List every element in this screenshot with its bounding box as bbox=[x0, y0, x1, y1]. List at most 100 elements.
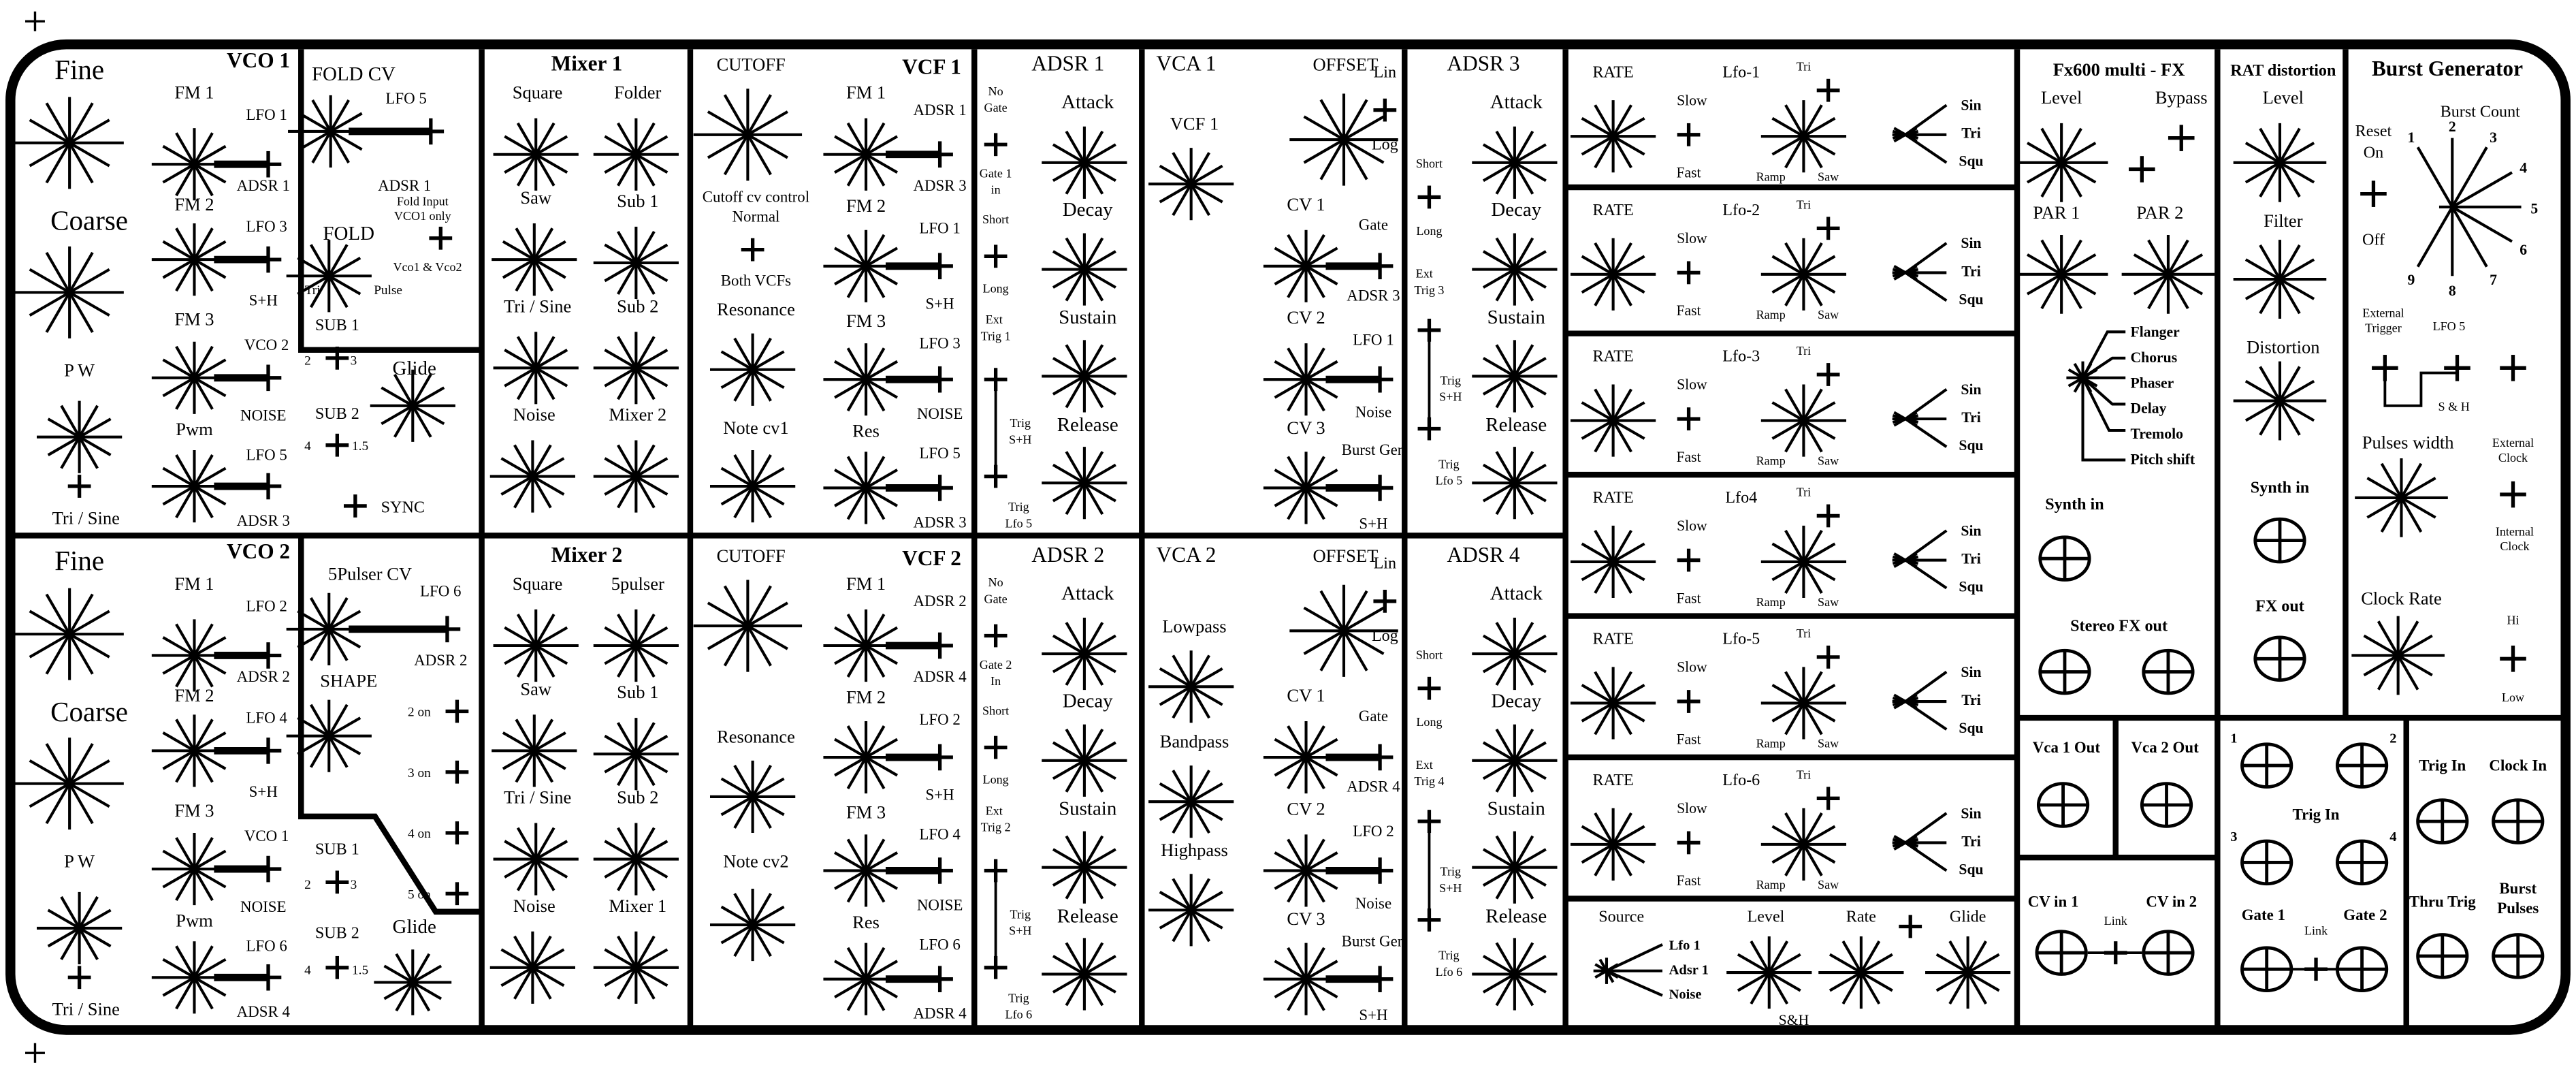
burst-thru-trig-jack[interactable] bbox=[2416, 933, 2469, 979]
fx600-par2-knob[interactable] bbox=[2121, 234, 2215, 314]
lfo-5-wave-selector[interactable] bbox=[1892, 670, 1948, 731]
mixer1-channel-4-knob[interactable] bbox=[593, 226, 679, 300]
vco2-fm1-knob[interactable] bbox=[151, 619, 238, 692]
lfo-5-shape-knob[interactable] bbox=[1760, 667, 1847, 740]
lfo-2-shape-knob[interactable] bbox=[1760, 238, 1847, 311]
cv-link-switch[interactable] bbox=[2104, 941, 2127, 964]
burst-lfo5-sh-switch[interactable] bbox=[2444, 355, 2470, 381]
vco1-fold-input-switch[interactable] bbox=[429, 226, 453, 250]
lfo-3-wave-selector[interactable] bbox=[1892, 388, 1948, 448]
fx600-out-left-jack[interactable] bbox=[2038, 648, 2091, 695]
mixer2-channel-4-knob[interactable] bbox=[593, 718, 679, 791]
mixer1-channel-7-knob[interactable] bbox=[489, 440, 576, 513]
lfo-3-shape-knob[interactable] bbox=[1760, 384, 1847, 457]
vcf2-fm3-knob[interactable] bbox=[823, 834, 909, 907]
adsr2-trig-sh-switch[interactable] bbox=[984, 859, 1008, 883]
sh-source-selector[interactable] bbox=[1593, 943, 1663, 997]
vcf1-fm3-knob[interactable] bbox=[823, 343, 909, 416]
lfo-1-slow-fast-switch[interactable] bbox=[1677, 123, 1701, 146]
vcf-cv-control-switch[interactable] bbox=[741, 238, 764, 262]
adsr4-trig-sh-switch[interactable] bbox=[1417, 810, 1441, 833]
vca2-bandpass-knob[interactable] bbox=[1148, 765, 1234, 838]
vco2-sub1-switch[interactable] bbox=[325, 870, 349, 894]
vcf1-fm1-attenuator-switch[interactable] bbox=[927, 141, 953, 168]
lfo-2-rate-knob[interactable] bbox=[1570, 238, 1656, 311]
adsr1-release-knob[interactable] bbox=[1042, 447, 1127, 520]
vca1-cv3-attenuator-switch[interactable] bbox=[1366, 475, 1394, 501]
vco1-fm3-attenuator-switch[interactable] bbox=[255, 364, 282, 392]
burst-trigger-mode-switch[interactable] bbox=[2500, 355, 2526, 381]
rat-fx-out-jack[interactable] bbox=[2253, 635, 2306, 682]
lfo-2-wave-selector[interactable] bbox=[1892, 242, 1948, 302]
vco1-sub2-switch[interactable] bbox=[325, 433, 349, 457]
vcf1-resonance-knob[interactable] bbox=[709, 333, 796, 406]
lfo-6-slow-fast-switch[interactable] bbox=[1677, 831, 1701, 855]
adsr1-trig-sh-switch[interactable] bbox=[984, 368, 1008, 392]
gate-link-switch[interactable] bbox=[2304, 958, 2328, 981]
mixer1-channel-5-knob[interactable] bbox=[493, 332, 579, 405]
vcf2-cutoff-knob[interactable] bbox=[693, 580, 803, 672]
gate-1-jack[interactable] bbox=[2240, 946, 2293, 992]
mixer2-channel-8-knob[interactable] bbox=[593, 931, 679, 1004]
vco2-coarse-knob[interactable] bbox=[15, 738, 124, 830]
adsr3-trig-lfo-switch[interactable] bbox=[1417, 417, 1441, 441]
lfo-6-wave-selector[interactable] bbox=[1892, 812, 1948, 872]
burst-pulses-width-knob[interactable] bbox=[2355, 458, 2448, 537]
vca1-cv1-knob[interactable] bbox=[1263, 230, 1349, 302]
lfo-3-slow-fast-switch[interactable] bbox=[1677, 407, 1701, 430]
adsr2-decay-knob[interactable] bbox=[1042, 724, 1127, 797]
adsr2-trig-lfo-switch[interactable] bbox=[984, 955, 1008, 979]
trig-in-4-jack[interactable] bbox=[2335, 839, 2389, 886]
vco2-shape-3-switch[interactable] bbox=[445, 760, 469, 784]
lfo-6-shape-knob[interactable] bbox=[1760, 808, 1847, 881]
burst-reset-switch[interactable] bbox=[2360, 180, 2387, 207]
vca1-out-jack[interactable] bbox=[2036, 782, 2090, 828]
vco1-fine-knob[interactable] bbox=[15, 97, 124, 189]
vco1-fm2-knob[interactable] bbox=[151, 223, 238, 296]
vco2-pulser-cv-knob[interactable] bbox=[286, 592, 372, 665]
adsr1-length-switch[interactable] bbox=[984, 244, 1008, 268]
rat-synth-in-jack[interactable] bbox=[2253, 517, 2306, 564]
fx600-bypass-switch[interactable] bbox=[2168, 125, 2195, 151]
vco2-shape-knob[interactable] bbox=[286, 699, 372, 772]
mixer2-channel-6-knob[interactable] bbox=[593, 823, 679, 896]
vco1-pw-knob[interactable] bbox=[36, 400, 123, 473]
fx600-switch-switch[interactable] bbox=[2129, 156, 2155, 183]
vcf2-fm2-attenuator-switch[interactable] bbox=[927, 744, 953, 771]
gate-2-jack[interactable] bbox=[2335, 946, 2389, 992]
burst-count-knob[interactable] bbox=[2416, 138, 2522, 276]
adsr2-release-knob[interactable] bbox=[1042, 938, 1127, 1011]
vco1-fm2-attenuator-switch[interactable] bbox=[255, 246, 282, 273]
mixer1-channel-1-knob[interactable] bbox=[493, 118, 579, 191]
vca1-lin-log-switch[interactable] bbox=[1373, 98, 1397, 122]
lfo-6-range-switch[interactable] bbox=[1816, 787, 1840, 810]
vca2-cv3-attenuator-switch[interactable] bbox=[1366, 966, 1394, 992]
lfo-4-rate-knob[interactable] bbox=[1570, 525, 1656, 599]
rat-distortion-knob[interactable] bbox=[2233, 361, 2327, 441]
lfo-2-range-switch[interactable] bbox=[1816, 217, 1840, 240]
lfo-1-rate-knob[interactable] bbox=[1570, 100, 1656, 173]
adsr4-length-switch[interactable] bbox=[1417, 676, 1441, 700]
adsr1-trig-lfo-switch[interactable] bbox=[984, 464, 1008, 488]
mixer1-channel-3-knob[interactable] bbox=[492, 223, 577, 296]
vco2-pulser-cv-attenuator-switch[interactable] bbox=[434, 616, 461, 643]
adsr3-decay-knob[interactable] bbox=[1472, 233, 1558, 306]
adsr3-release-knob[interactable] bbox=[1472, 447, 1558, 520]
adsr4-attack-knob[interactable] bbox=[1472, 617, 1558, 691]
mixer2-channel-3-knob[interactable] bbox=[492, 714, 577, 787]
vcf1-fm3-attenuator-switch[interactable] bbox=[927, 366, 953, 393]
vcf1-note-cv-knob[interactable] bbox=[709, 449, 796, 523]
vca2-highpass-knob[interactable] bbox=[1148, 874, 1234, 947]
adsr3-trig-sh-switch[interactable] bbox=[1417, 318, 1441, 342]
lfo-6-rate-knob[interactable] bbox=[1570, 808, 1656, 881]
vcf1-cutoff-knob[interactable] bbox=[693, 89, 803, 181]
lfo-4-slow-fast-switch[interactable] bbox=[1677, 548, 1701, 572]
vco2-shape-5-switch[interactable] bbox=[445, 882, 469, 906]
vco2-fm1-attenuator-switch[interactable] bbox=[255, 642, 282, 669]
trig-in-1-jack[interactable] bbox=[2240, 742, 2293, 789]
burst-pulses-out-jack[interactable] bbox=[2492, 933, 2545, 979]
vca2-lin-log-switch[interactable] bbox=[1373, 589, 1397, 613]
adsr1-sustain-knob[interactable] bbox=[1042, 340, 1127, 413]
vcf1-res-attenuator-switch[interactable] bbox=[927, 475, 953, 501]
vco2-fm2-knob[interactable] bbox=[151, 714, 238, 787]
